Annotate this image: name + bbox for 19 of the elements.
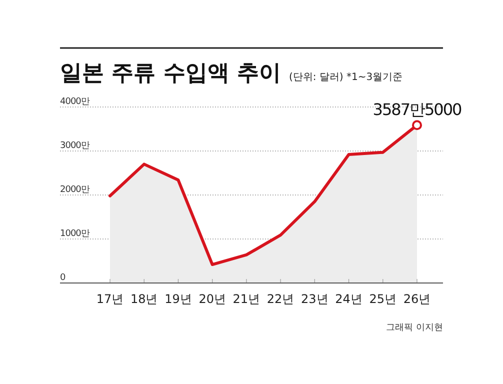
chart-subtitle: (단위: 달러) *1~3월기준 [288, 72, 403, 83]
x-tick-label: 17년 [96, 292, 124, 306]
y-tick-label: 0 [60, 273, 66, 283]
x-tick-label: 21년 [232, 292, 260, 306]
x-tick-label: 18년 [130, 292, 158, 306]
chart-title: 일본 주류 수입액 추이 [60, 61, 281, 86]
x-tick-label: 24년 [335, 292, 362, 306]
y-tick-label: 4000만 [60, 97, 90, 107]
x-tick-label: 23년 [301, 292, 328, 306]
y-tick-label: 1000만 [60, 229, 90, 239]
data-label: 3587만5000 [372, 100, 462, 120]
text: 그래픽 이지현 [386, 323, 443, 333]
x-tick-label: 25년 [369, 292, 397, 306]
x-tick-label: 19년 [164, 292, 192, 306]
y-tick-label: 2000만 [60, 185, 90, 195]
x-tick-label: 20년 [198, 292, 226, 306]
x-tick-label: 22년 [266, 292, 294, 306]
x-tick-label: 26년 [403, 292, 431, 306]
y-tick-label: 3000만 [60, 141, 90, 151]
